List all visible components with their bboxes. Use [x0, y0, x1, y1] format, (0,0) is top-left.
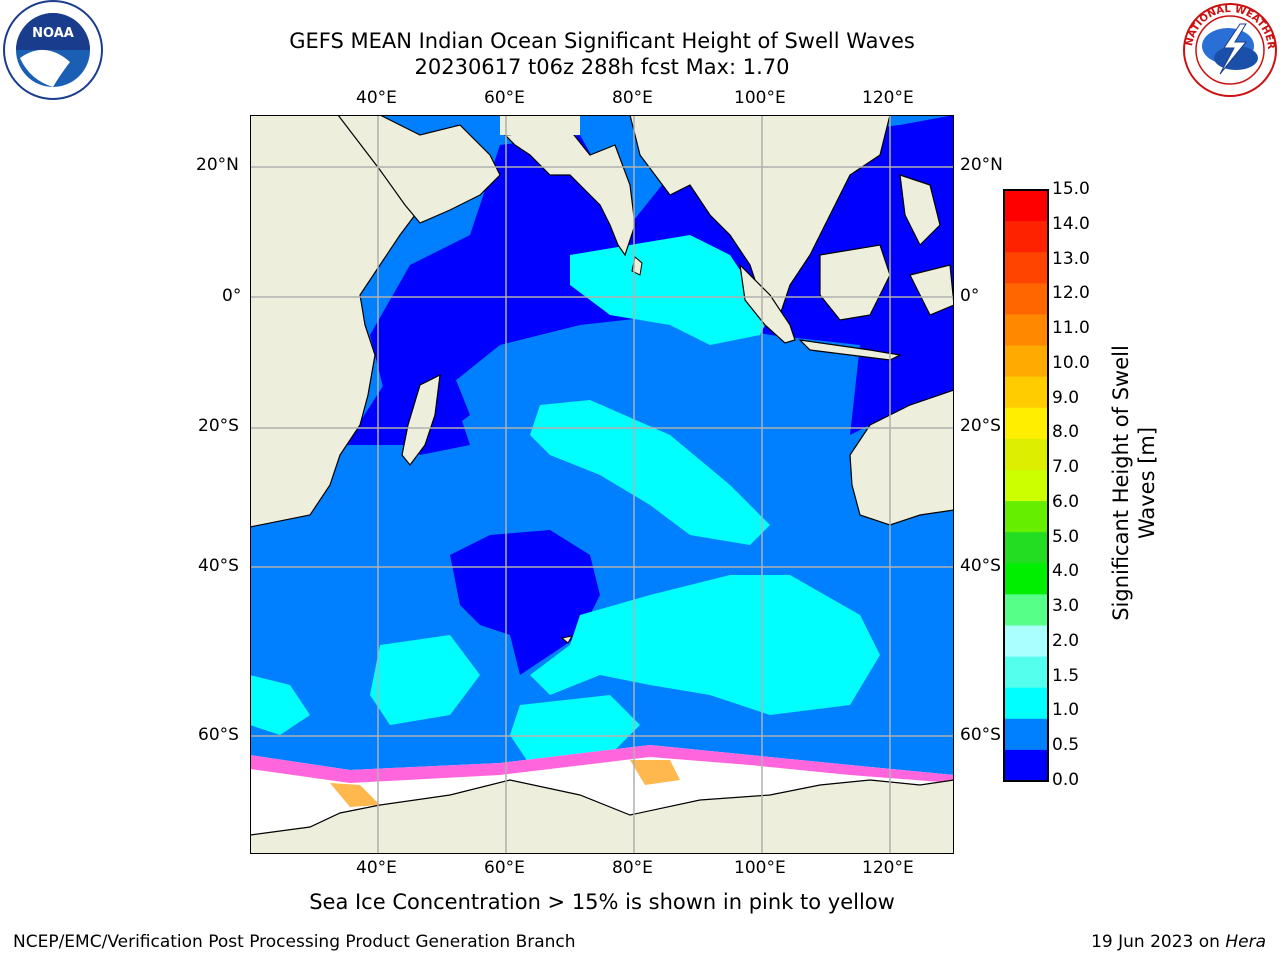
sea-ice-edge — [250, 745, 954, 783]
lon-label-top: 100°E — [734, 88, 786, 108]
lon-label-top: 60°E — [484, 88, 525, 108]
swell-patch-subtropical — [530, 400, 770, 545]
lon-label-bottom: 40°E — [356, 858, 397, 878]
lat-label-left: 20°S — [198, 416, 239, 436]
lat-label-left: 60°S — [198, 725, 239, 745]
colorbar-frame — [1003, 189, 1049, 782]
colorbar-cell — [1004, 594, 1048, 626]
colorbar-tick-label: 1.5 — [1052, 665, 1080, 686]
colorbar-tick-label: 0.0 — [1052, 770, 1080, 790]
colorbar-tick-label: 15.0 — [1052, 179, 1090, 199]
antarctica-land — [250, 779, 954, 854]
lon-label-bottom: 80°E — [612, 858, 653, 878]
colorbar-title-line2: Waves [m] — [1135, 426, 1159, 539]
sumatra-land — [739, 263, 796, 344]
lon-label-top: 120°E — [862, 88, 914, 108]
madagascar-land — [401, 373, 441, 466]
noaa-logo: NOAA — [3, 0, 103, 100]
colorbar-title-line1: Significant Height of Swell — [1109, 344, 1133, 621]
colorbar-cell — [1004, 469, 1048, 502]
colorbar-cell — [1004, 625, 1048, 658]
colorbar — [1003, 189, 1049, 782]
colorbar-cell — [1004, 501, 1048, 533]
map-title: GEFS MEAN Indian Ocean Significant Heigh… — [289, 29, 915, 53]
colorbar-tick-label: 2.0 — [1052, 630, 1080, 651]
colorbar-title: Significant Height of Swell Waves [m] — [1104, 185, 1164, 780]
nws-logo: NATIONAL WEATHER SERVICE — [1180, 2, 1277, 97]
india-land — [503, 129, 636, 257]
colorbar-tick-label: 7.0 — [1052, 457, 1080, 478]
lat-label-right: 40°S — [960, 556, 1001, 576]
swell-height-map — [250, 115, 954, 854]
lon-label-top: 80°E — [612, 88, 653, 108]
lat-label-left: 0° — [222, 286, 242, 306]
lat-label-left: 40°S — [198, 556, 239, 576]
colorbar-tick-label: 14.0 — [1052, 213, 1090, 234]
lat-label-right: 60°S — [960, 725, 1001, 745]
lon-label-bottom: 100°E — [734, 858, 786, 878]
colorbar-cell — [1004, 376, 1048, 409]
colorbar-cell — [1004, 563, 1048, 595]
lat-label-right: 20°N — [960, 155, 1003, 175]
colorbar-cell — [1004, 718, 1048, 751]
swell-patch-south — [530, 575, 880, 715]
generation-date-text: 19 Jun 2023 on — [1091, 932, 1226, 952]
colorbar-tick-label: 4.0 — [1052, 561, 1080, 582]
colorbar-tick-label: 0.5 — [1052, 735, 1080, 756]
colorbar-cell — [1004, 221, 1048, 253]
lat-label-left: 20°N — [196, 155, 239, 175]
lat-label-right: 20°S — [960, 416, 1001, 436]
colorbar-cell — [1004, 687, 1048, 720]
producer-credit: NCEP/EMC/Verification Post Processing Pr… — [13, 932, 576, 952]
colorbar-cell — [1004, 438, 1048, 471]
colorbar-tick-label: 13.0 — [1052, 248, 1090, 269]
lon-label-bottom: 60°E — [484, 858, 525, 878]
colorbar-tick-label: 1.0 — [1052, 700, 1080, 721]
colorbar-tick-label: 6.0 — [1052, 491, 1080, 512]
colorbar-cell — [1004, 532, 1048, 564]
colorbar-tick-label: 10.0 — [1052, 352, 1090, 373]
colorbar-tick-label: 12.0 — [1052, 283, 1090, 304]
colorbar-cell — [1004, 656, 1048, 689]
colorbar-cell — [1004, 190, 1048, 222]
map-subtitle: 20230617 t06z 288h fcst Max: 1.70 — [414, 55, 790, 79]
colorbar-cell — [1004, 407, 1048, 440]
colorbar-cell — [1004, 314, 1048, 347]
colorbar-tick-label: 9.0 — [1052, 387, 1080, 408]
colorbar-cell — [1004, 252, 1048, 284]
colorbar-tick-label: 3.0 — [1052, 596, 1080, 617]
colorbar-tick-label: 8.0 — [1052, 422, 1080, 443]
colorbar-cell — [1004, 283, 1048, 315]
lon-label-bottom: 120°E — [862, 858, 914, 878]
lon-label-top: 40°E — [356, 88, 397, 108]
colorbar-cell — [1004, 345, 1048, 378]
noaa-logo-text: NOAA — [32, 26, 74, 41]
colorbar-cell — [1004, 749, 1048, 782]
generation-date: 19 Jun 2023 on Hera — [1091, 932, 1266, 952]
colorbar-tick-label: 11.0 — [1052, 318, 1090, 339]
sea-ice-caption: Sea Ice Concentration > 15% is shown in … — [309, 890, 895, 914]
australia-land — [849, 389, 954, 526]
host-name: Hera — [1225, 932, 1266, 952]
swell-patch-equatorial — [570, 235, 770, 345]
colorbar-tick-label: 5.0 — [1052, 526, 1080, 547]
graticule — [250, 115, 954, 854]
lat-label-right: 0° — [960, 286, 980, 306]
